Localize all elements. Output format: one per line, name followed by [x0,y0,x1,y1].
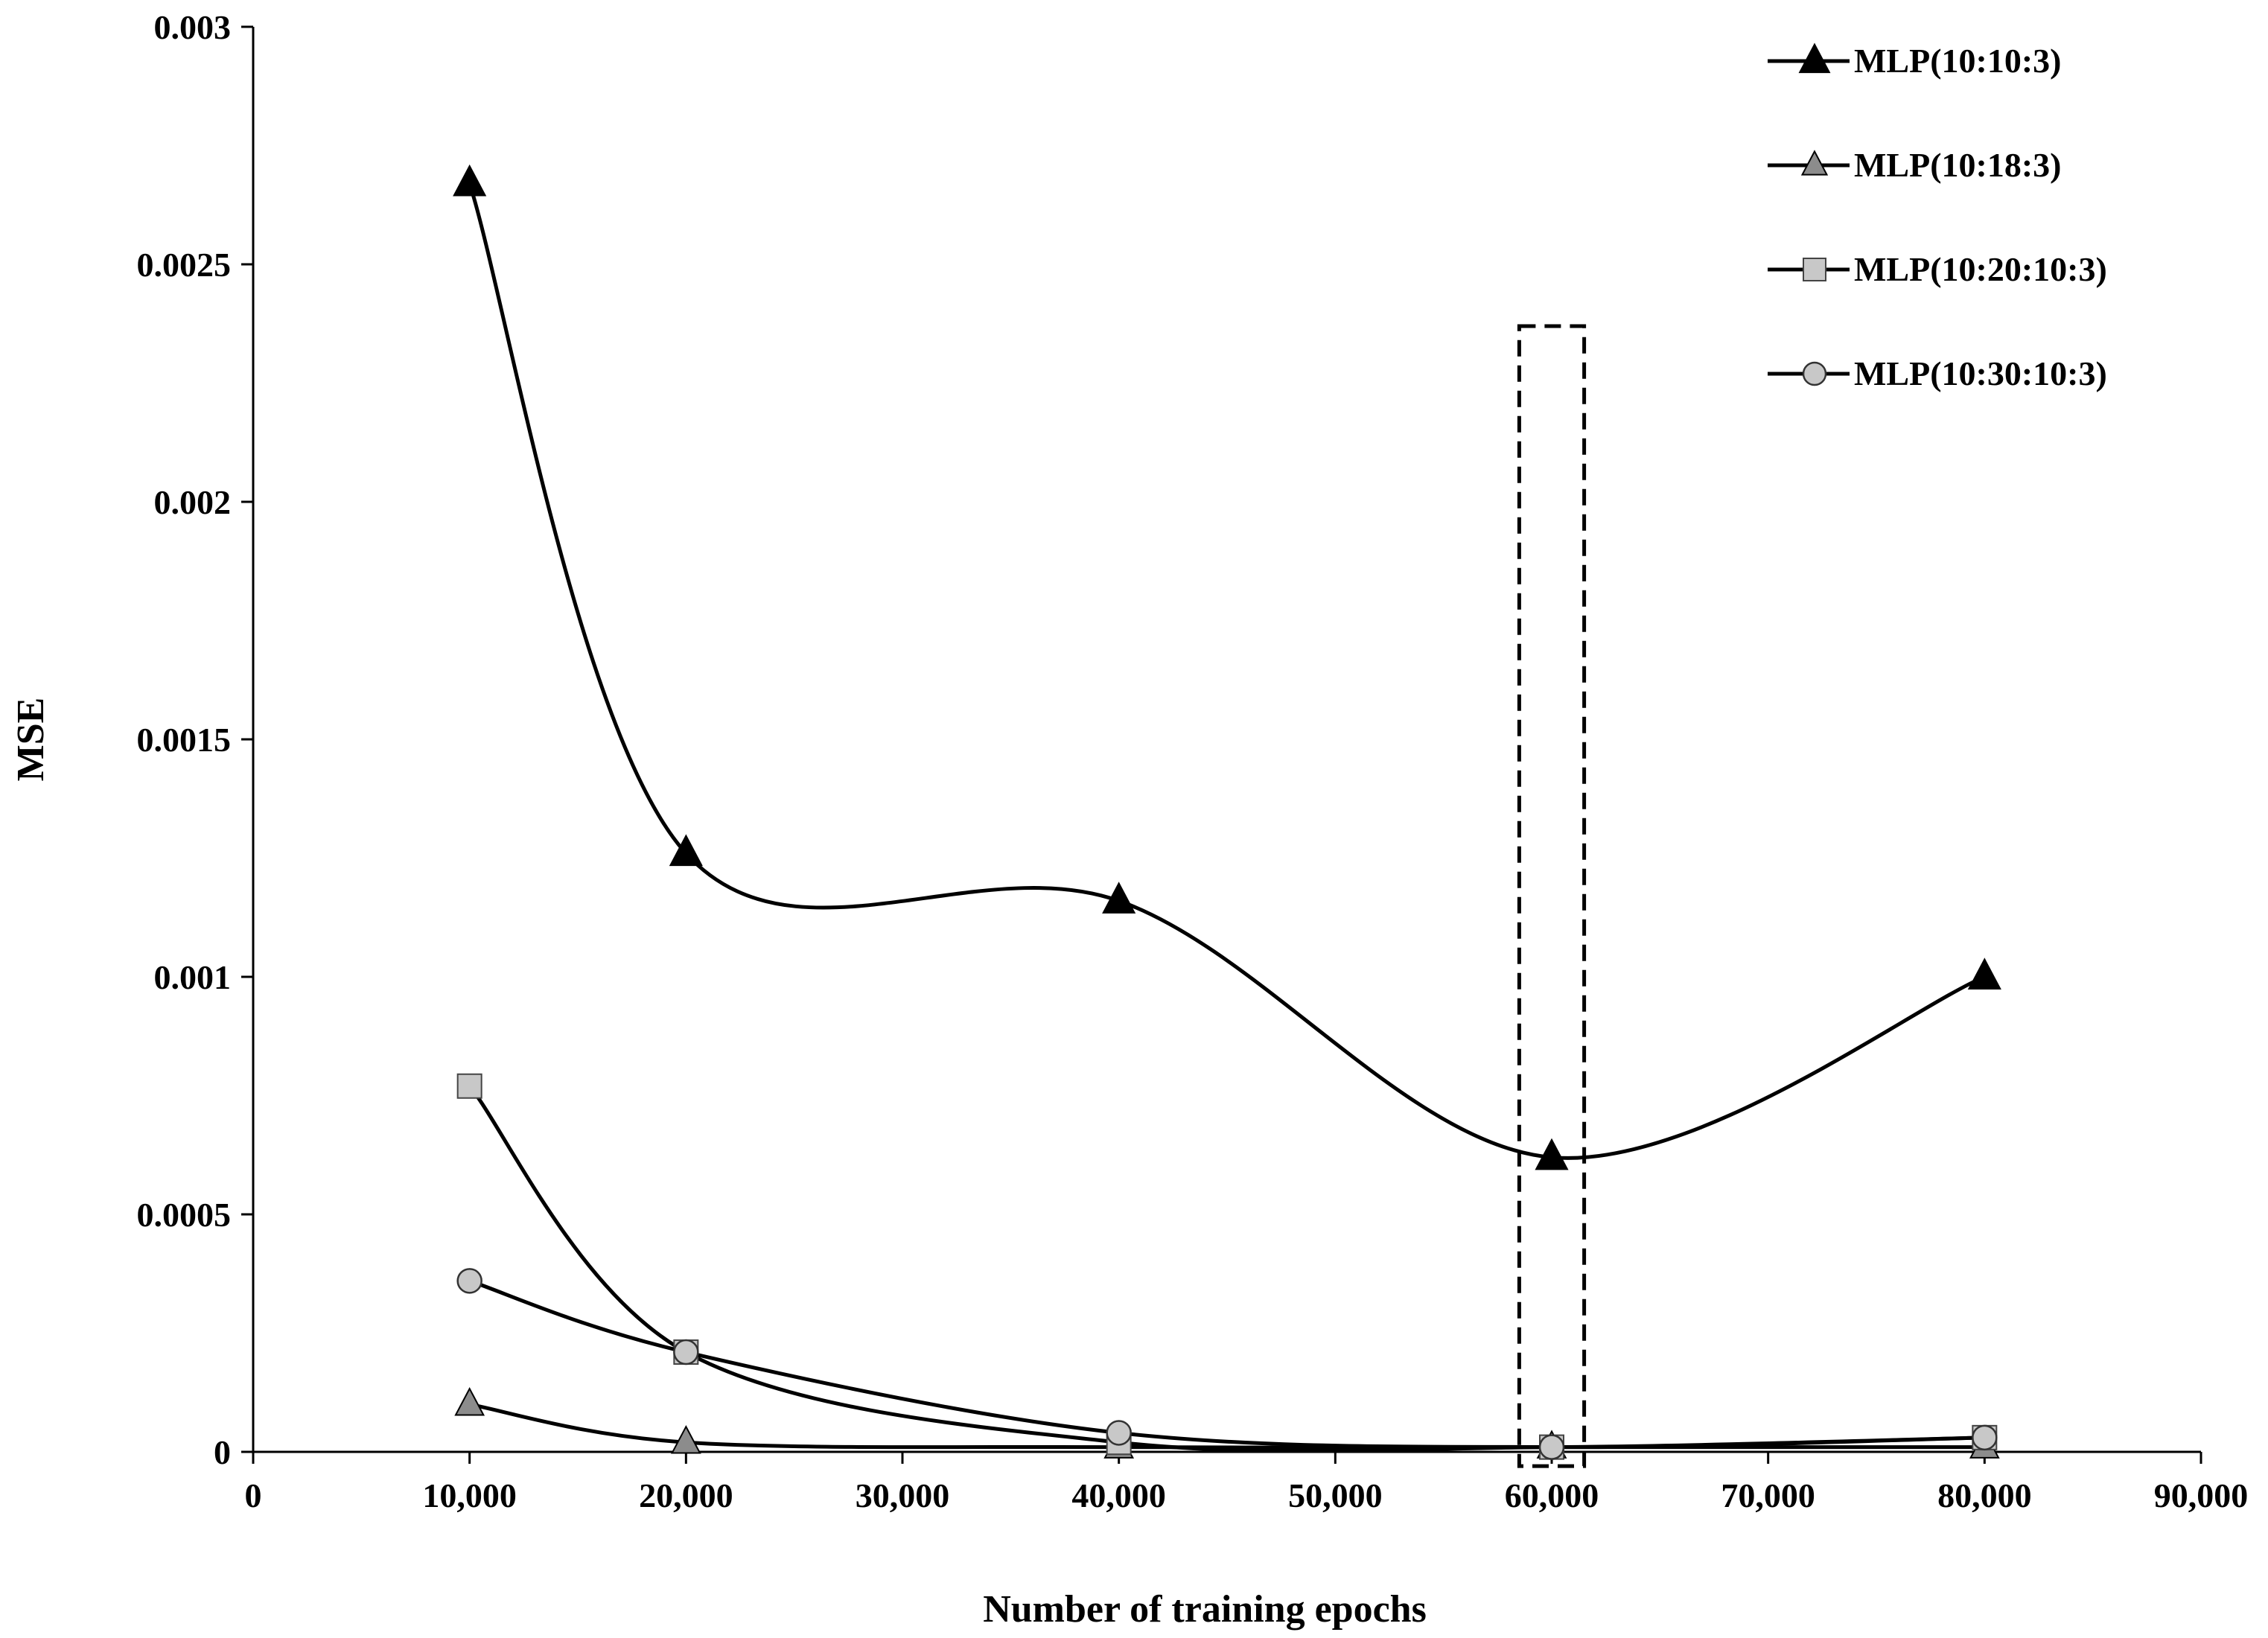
series-layer [453,164,2001,1460]
y-axis-title: MSE [10,698,52,782]
x-tick-label: 70,000 [1721,1476,1815,1514]
series-line [468,182,1986,1160]
x-tick-label: 20,000 [639,1476,733,1514]
x-tick-label: 30,000 [856,1476,950,1514]
y-tick-label: 0.0005 [137,1196,232,1234]
legend-marker [1803,258,1826,281]
y-tick-label: 0.002 [154,483,232,521]
highlight-box [1517,324,1587,1468]
legend-item: MLP(10:18:3) [1768,146,2061,184]
legend-item: MLP(10:30:10:3) [1768,354,2107,392]
legend-label: MLP(10:30:10:3) [1854,354,2107,392]
data-point [1106,1420,1132,1446]
data-point [669,834,703,867]
data-point [1972,1424,1998,1451]
legend-label: MLP(10:18:3) [1854,146,2061,184]
series-1 [453,164,2001,1170]
axes [252,27,2201,1453]
x-tick-label: 80,000 [1937,1476,2032,1514]
data-point [1535,1138,1569,1170]
data-point [454,1386,485,1416]
y-tick-label: 0.0025 [137,246,232,284]
data-point [456,1073,482,1099]
legend-marker [1802,361,1827,386]
x-tick-label: 10,000 [422,1476,517,1514]
series-2 [454,1386,2000,1459]
y-tick-label: 0.0015 [137,721,232,759]
data-point [1538,1434,1565,1460]
x-tick-label: 0 [245,1476,262,1514]
data-point [670,1425,701,1454]
legend-item: MLP(10:20:10:3) [1768,250,2107,288]
x-tick-label: 50,000 [1288,1476,1383,1514]
legend-item: MLP(10:10:3) [1768,42,2061,80]
y-tick-label: 0 [214,1433,231,1471]
series-4 [456,1268,1998,1460]
y-tick-label: 0.003 [154,8,232,46]
x-axis-title: Number of training epochs [983,1588,1427,1631]
x-axis-ticks: 0 10,000 20,000 30,000 40,000 50,000 60,000 70,… [245,1452,2249,1514]
legend-label: MLP(10:10:3) [1854,42,2061,80]
legend-marker [1798,42,1831,74]
legend-label: MLP(10:20:10:3) [1854,250,2107,288]
series-line [468,1278,1985,1450]
y-axis-ticks: 0 0.0005 0.001 0.0015 0.002 0.0025 0.003 [137,8,253,1471]
legend: MLP(10:10:3) MLP(10:18:3) MLP(10:20:10:3) M… [1768,42,2107,392]
x-tick-label: 60,000 [1505,1476,1599,1514]
series-line [468,1085,1985,1453]
data-point [456,1268,482,1294]
x-tick-label: 40,000 [1071,1476,1166,1514]
data-point [1967,957,2001,990]
data-point [1102,882,1136,914]
x-tick-label: 90,000 [2154,1476,2249,1514]
legend-marker [1800,150,1829,176]
y-tick-label: 0.001 [154,958,232,996]
data-point [453,164,487,197]
data-point [673,1339,699,1365]
series-3 [456,1073,1998,1460]
